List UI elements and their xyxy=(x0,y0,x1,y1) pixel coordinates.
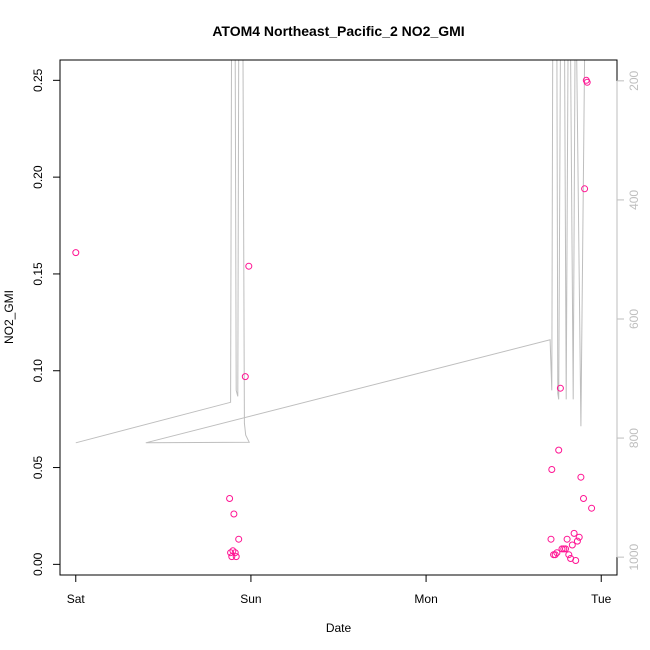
data-point xyxy=(556,384,564,392)
data-point xyxy=(583,78,591,86)
data-point xyxy=(570,529,578,537)
plot-frame xyxy=(59,59,618,576)
y-tick-label: 0.25 xyxy=(31,68,45,92)
right-axis: 200 400 600 800 1000 xyxy=(616,71,641,570)
x-tick-label: Mon xyxy=(414,592,437,606)
right-tick-label: 600 xyxy=(627,309,641,329)
data-point xyxy=(581,185,589,193)
pressure-series-line xyxy=(75,60,586,444)
y-axis-label: NO2_GMI xyxy=(2,290,16,344)
x-axis-label: Date xyxy=(326,621,352,635)
data-point xyxy=(72,249,80,257)
y-tick-label: 0.00 xyxy=(31,552,45,576)
data-point xyxy=(226,495,234,502)
y-tick-label: 0.10 xyxy=(31,359,45,383)
data-point xyxy=(577,473,585,481)
data-point xyxy=(568,541,576,549)
data-point xyxy=(548,466,556,473)
data-point xyxy=(551,551,559,559)
data-point xyxy=(241,373,249,381)
chart-title: ATOM4 Northeast_Pacific_2 NO2_GMI xyxy=(212,23,464,39)
data-point xyxy=(227,549,235,557)
x-tick-label: Tue xyxy=(591,592,612,606)
data-point xyxy=(230,510,238,518)
data-point xyxy=(555,446,563,454)
data-point xyxy=(580,495,587,502)
right-tick-label: 200 xyxy=(627,71,641,91)
y-axis: 0.00 0.05 0.10 0.15 0.20 0.25 xyxy=(31,68,61,576)
data-point xyxy=(562,545,569,553)
y-tick-label: 0.20 xyxy=(31,165,45,189)
data-point xyxy=(553,549,561,557)
right-tick-label: 400 xyxy=(627,190,641,210)
y-tick-label: 0.05 xyxy=(31,456,45,480)
x-tick-label: Sun xyxy=(240,592,261,606)
x-tick-label: Sat xyxy=(67,592,86,606)
data-point xyxy=(572,557,580,564)
data-point xyxy=(573,537,581,545)
data-point xyxy=(231,549,239,557)
data-point xyxy=(245,262,253,270)
right-tick-label: 800 xyxy=(627,428,641,448)
data-point xyxy=(565,551,573,559)
data-point xyxy=(235,535,243,543)
data-point xyxy=(563,535,571,543)
right-tick-label: 1000 xyxy=(627,543,641,570)
data-point xyxy=(232,553,240,561)
data-point xyxy=(229,547,237,555)
data-point xyxy=(575,533,583,541)
data-point xyxy=(547,535,555,543)
points xyxy=(72,76,596,564)
x-axis: Sat Sun Mon Tue xyxy=(67,574,612,606)
pressure-line xyxy=(75,60,586,444)
data-point xyxy=(588,504,596,512)
y-tick-label: 0.15 xyxy=(31,262,45,286)
